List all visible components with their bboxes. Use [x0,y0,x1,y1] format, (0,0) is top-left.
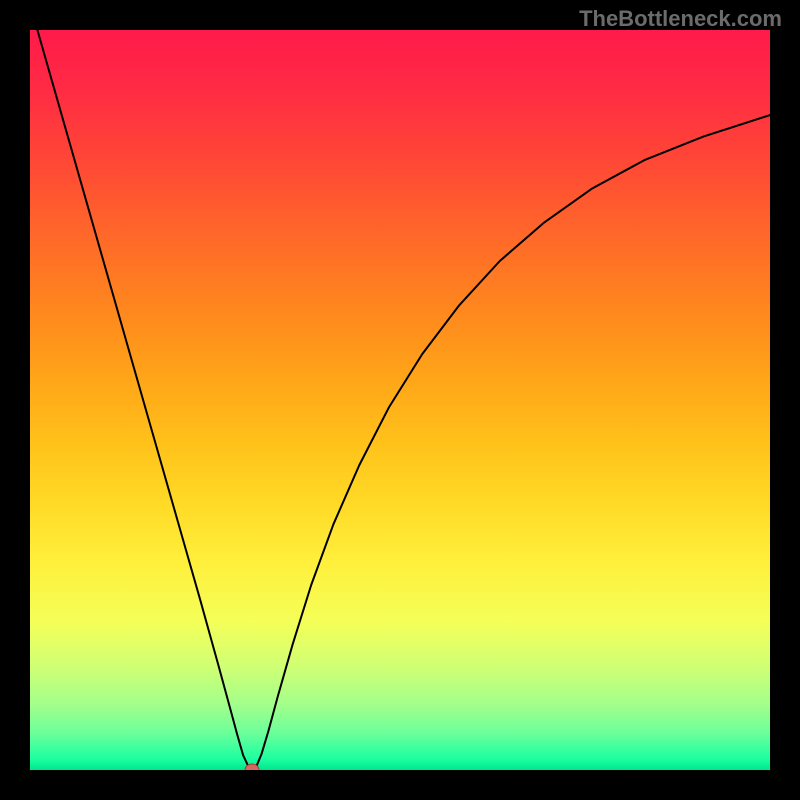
plot-area [30,30,770,770]
bottleneck-chart: TheBottleneck.com [0,0,800,800]
gradient-background [30,30,770,770]
watermark-text: TheBottleneck.com [579,6,782,32]
plot-svg [30,30,770,770]
